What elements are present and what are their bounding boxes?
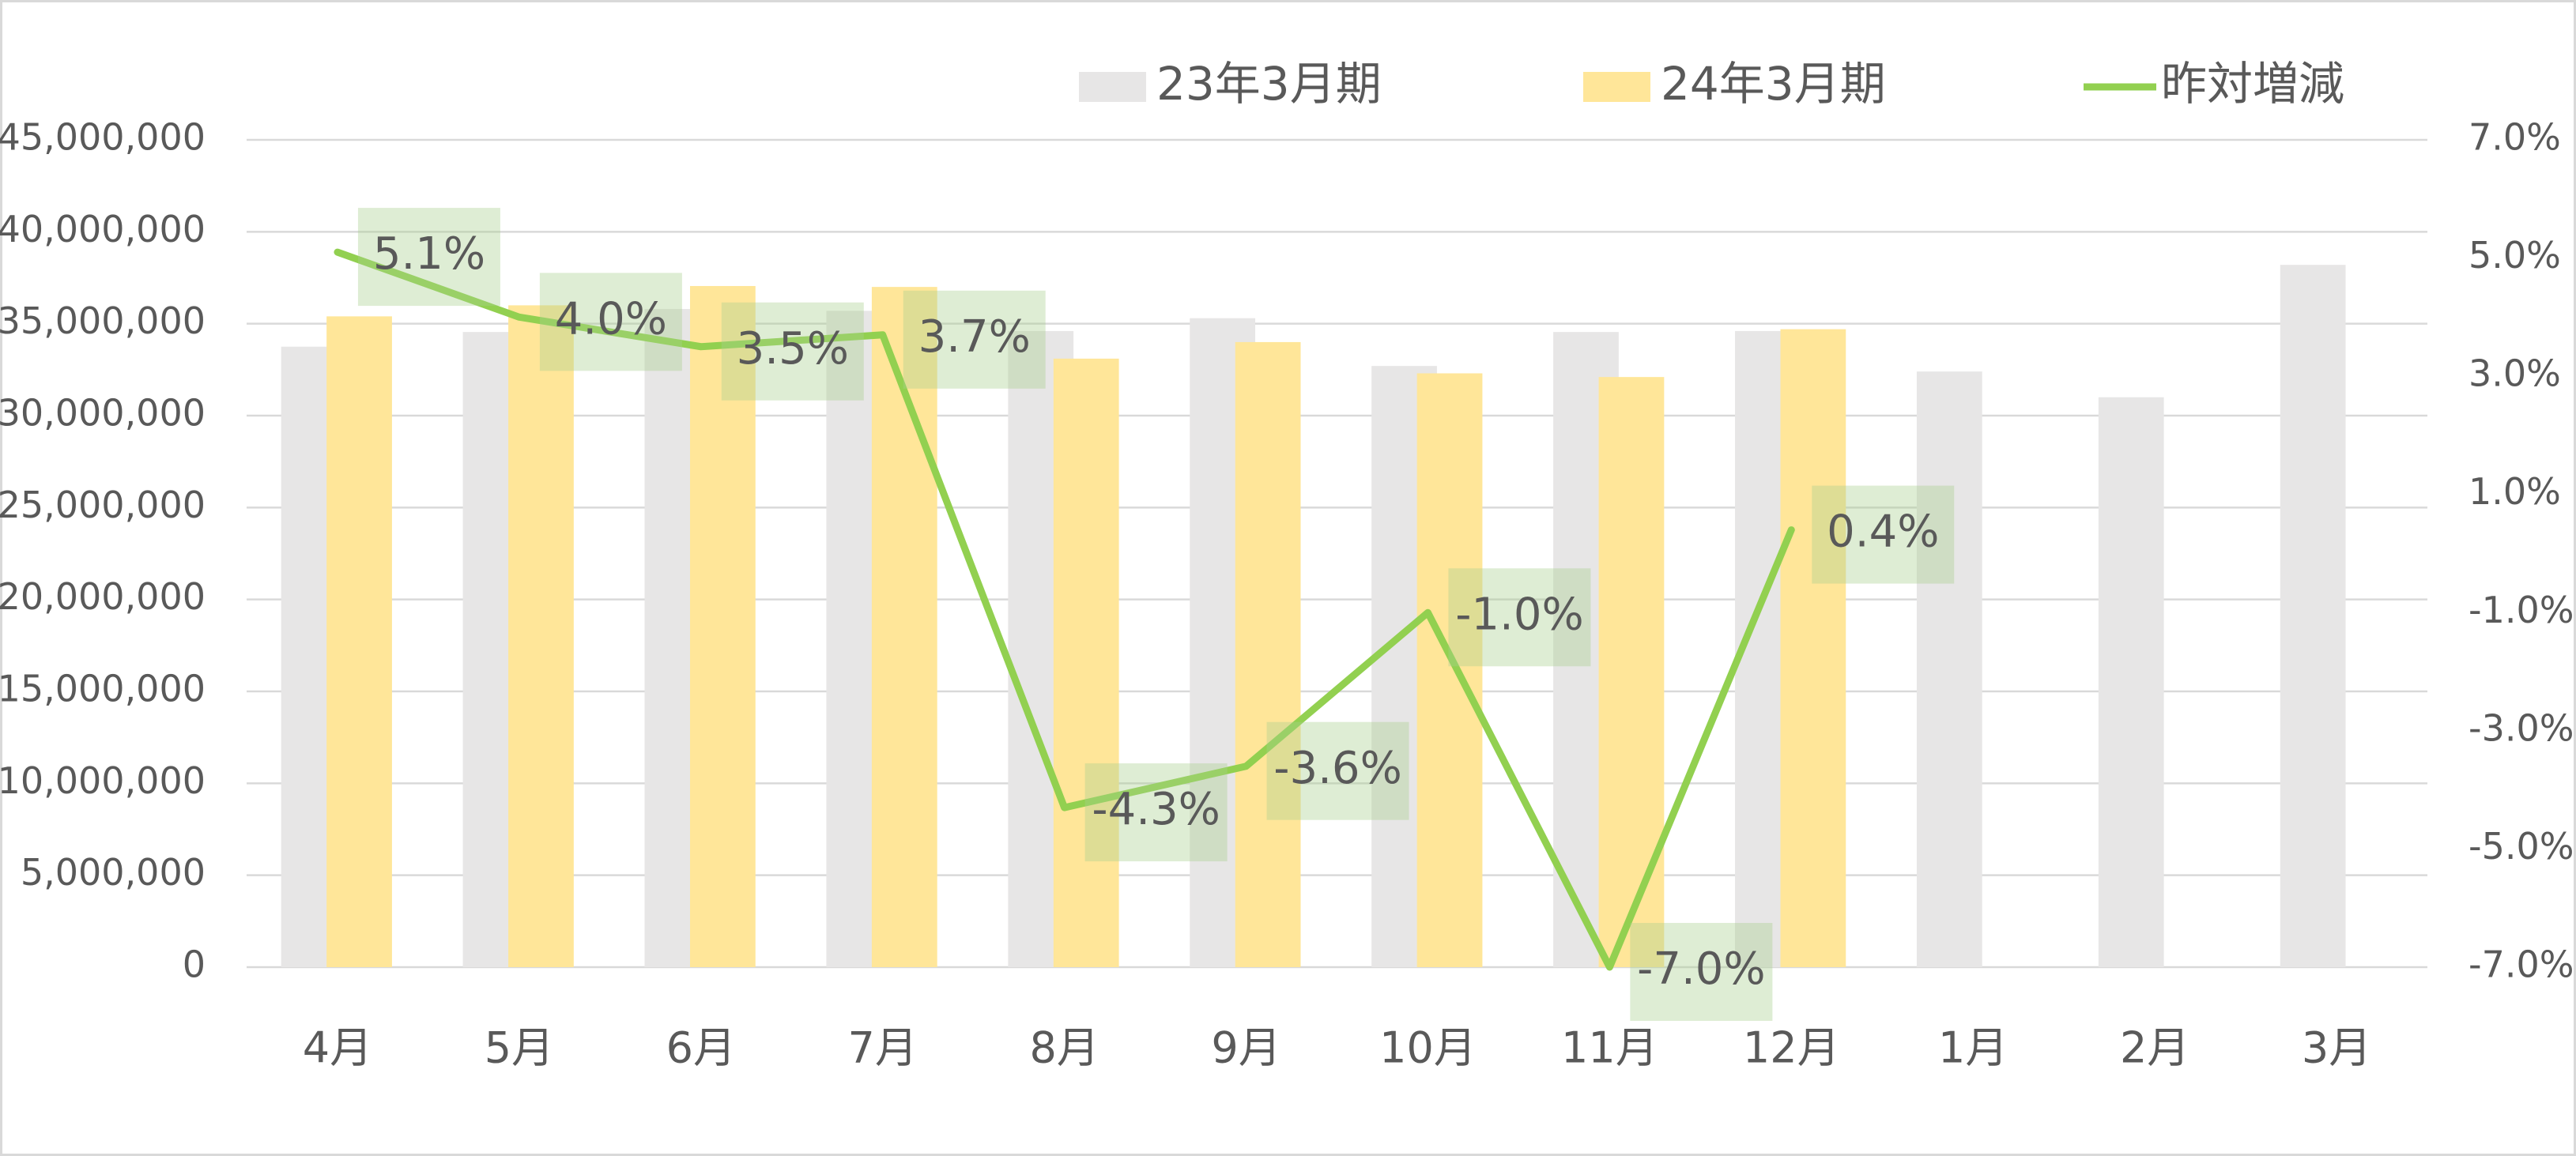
label-background: [1448, 568, 1591, 667]
bar: [1416, 373, 1483, 967]
data-label: 4.0%: [555, 293, 667, 345]
data-label: 3.7%: [918, 311, 1031, 363]
line: [334, 248, 1795, 971]
x-tick-label: 11月: [1561, 1023, 1658, 1073]
data-label: 0.4%: [1827, 506, 1939, 558]
y2-tick-label: 3.0%: [2469, 352, 2561, 395]
y2-tick-label: -3.0%: [2469, 706, 2574, 749]
x-tick-label: 2月: [2120, 1023, 2189, 1073]
bar: [689, 285, 756, 968]
x-tick-label: 12月: [1743, 1023, 1840, 1073]
legend-swatch: [1583, 72, 1650, 102]
x-tick-label: 4月: [303, 1023, 372, 1073]
y-tick-label: 45,000,000: [0, 116, 206, 159]
data-label: -1.0%: [1455, 589, 1583, 640]
label-background: [721, 302, 864, 401]
y-tick-label: 0: [183, 943, 206, 986]
bar: [508, 305, 574, 967]
x-tick-label: 1月: [1938, 1023, 2008, 1073]
legend-label: 24年3月期: [1661, 57, 1886, 111]
y2-tick-label: 1.0%: [2469, 470, 2561, 513]
label-background: [539, 273, 682, 371]
x-tick-label: 8月: [1029, 1023, 1099, 1073]
label-background: [1630, 923, 1773, 1021]
y2-tick-label: 7.0%: [2469, 116, 2561, 159]
label-background: [903, 290, 1046, 389]
y-tick-label: 25,000,000: [0, 484, 206, 526]
data-label: -7.0%: [1637, 943, 1765, 995]
data-label: -4.3%: [1092, 784, 1220, 835]
bar: [1916, 371, 1982, 967]
y2-tick-label: -5.0%: [2469, 825, 2574, 868]
label-background: [1812, 485, 1955, 584]
bar: [1598, 377, 1665, 967]
label-background: [1266, 721, 1409, 820]
y-tick-label: 5,000,000: [21, 851, 206, 894]
label-background: [1084, 763, 1228, 862]
bar: [1780, 329, 1846, 967]
y2-tick-label: 5.0%: [2469, 234, 2561, 277]
y-tick-label: 35,000,000: [0, 299, 206, 342]
data-label: -3.6%: [1273, 743, 1401, 794]
x-tick-label: 9月: [1211, 1023, 1280, 1073]
bar: [1053, 358, 1119, 968]
y-tick-label: 30,000,000: [0, 392, 206, 435]
x-tick-label: 5月: [485, 1023, 554, 1073]
legend-label: 昨対増減: [2161, 57, 2344, 111]
bar: [326, 316, 392, 967]
data-label: 3.5%: [737, 323, 849, 375]
data-label: 5.1%: [373, 228, 485, 280]
y-tick-label: 40,000,000: [0, 208, 206, 250]
x-tick-label: 6月: [666, 1023, 736, 1073]
y-tick-label: 10,000,000: [0, 759, 206, 802]
x-tick-label: 10月: [1379, 1023, 1477, 1073]
label-background: [357, 208, 500, 307]
x-tick-label: 7月: [848, 1023, 918, 1073]
y2-tick-label: -1.0%: [2469, 589, 2574, 631]
x-tick-label: 3月: [2302, 1023, 2371, 1073]
bar: [1235, 341, 1301, 967]
y-tick-label: 20,000,000: [0, 575, 206, 618]
y2-tick-label: -7.0%: [2469, 943, 2574, 986]
bar: [2098, 397, 2164, 967]
y-tick-label: 15,000,000: [0, 668, 206, 710]
bar: [2280, 265, 2346, 967]
legend-swatch: [1079, 72, 1146, 102]
legend-label: 23年3月期: [1156, 57, 1382, 111]
